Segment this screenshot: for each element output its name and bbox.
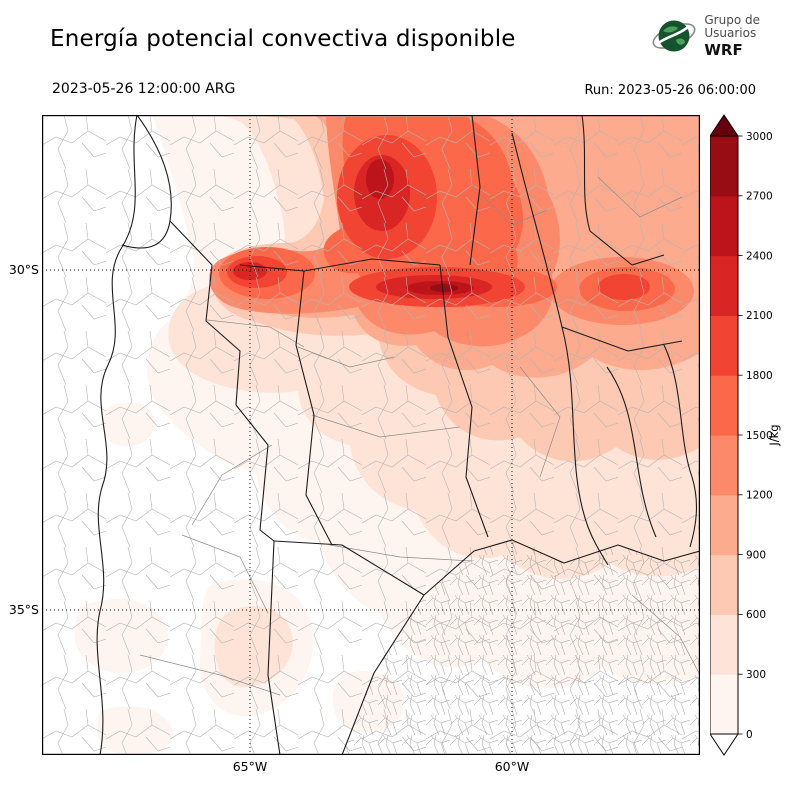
colorbar-segment [710, 435, 738, 495]
colorbar-tick-label: 0 [746, 729, 753, 741]
colorbar-tick-label: 2700 [746, 191, 773, 203]
colorbar-tick-label: 2100 [746, 310, 773, 322]
colorbar-segment [710, 555, 738, 615]
colorbar-segment [710, 614, 738, 674]
figure: Energía potencial convectiva disponible … [0, 0, 800, 800]
logo-line-1: Grupo de [704, 14, 760, 27]
colorbar-tick-label: 3000 [746, 131, 773, 143]
colorbar-tick-label: 900 [746, 549, 766, 561]
model-run-label: Run: 2023-05-26 06:00:00 [584, 83, 756, 98]
valid-time-label: 2023-05-26 12:00:00 ARG [52, 81, 235, 97]
colorbar-segment [710, 196, 738, 256]
colorbar-segment [710, 495, 738, 555]
colorbar-tick-label: 600 [746, 609, 766, 621]
colorbar-segment [710, 375, 738, 435]
colorbar-segment [710, 674, 738, 734]
lat-label-35s: 35°S [2, 602, 39, 617]
colorbar-segment [710, 136, 738, 196]
colorbar-tick-label: 1200 [746, 490, 773, 502]
colorbar: 30002700240021001800150012009006003000 J… [710, 114, 800, 761]
colorbar-segments [710, 136, 738, 735]
logo-text: Grupo de Usuarios WRF [704, 14, 760, 59]
cape-map [42, 115, 700, 755]
colorbar-units-label: J/kg [767, 424, 781, 446]
colorbar-over-arrow [710, 115, 738, 136]
lat-label-30s: 30°S [2, 262, 39, 277]
lon-label-60w: 60°W [482, 759, 542, 774]
colorbar-tick-label: 300 [746, 669, 766, 681]
logo-line-2: Usuarios [704, 27, 760, 40]
colorbar-tick-label: 1800 [746, 370, 773, 382]
colorbar-segment [710, 315, 738, 375]
globe-icon [651, 13, 697, 59]
logo-line-wrf: WRF [704, 42, 760, 59]
wrf-users-logo: Grupo de Usuarios WRF [651, 13, 760, 59]
colorbar-under-arrow [710, 734, 738, 755]
colorbar-svg: 30002700240021001800150012009006003000 J… [710, 114, 800, 757]
map-panel [42, 115, 700, 755]
page-title: Energía potencial convectiva disponible [50, 26, 516, 52]
lon-label-65w: 65°W [220, 759, 280, 774]
colorbar-tick-label: 2400 [746, 250, 773, 262]
colorbar-segment [710, 256, 738, 316]
